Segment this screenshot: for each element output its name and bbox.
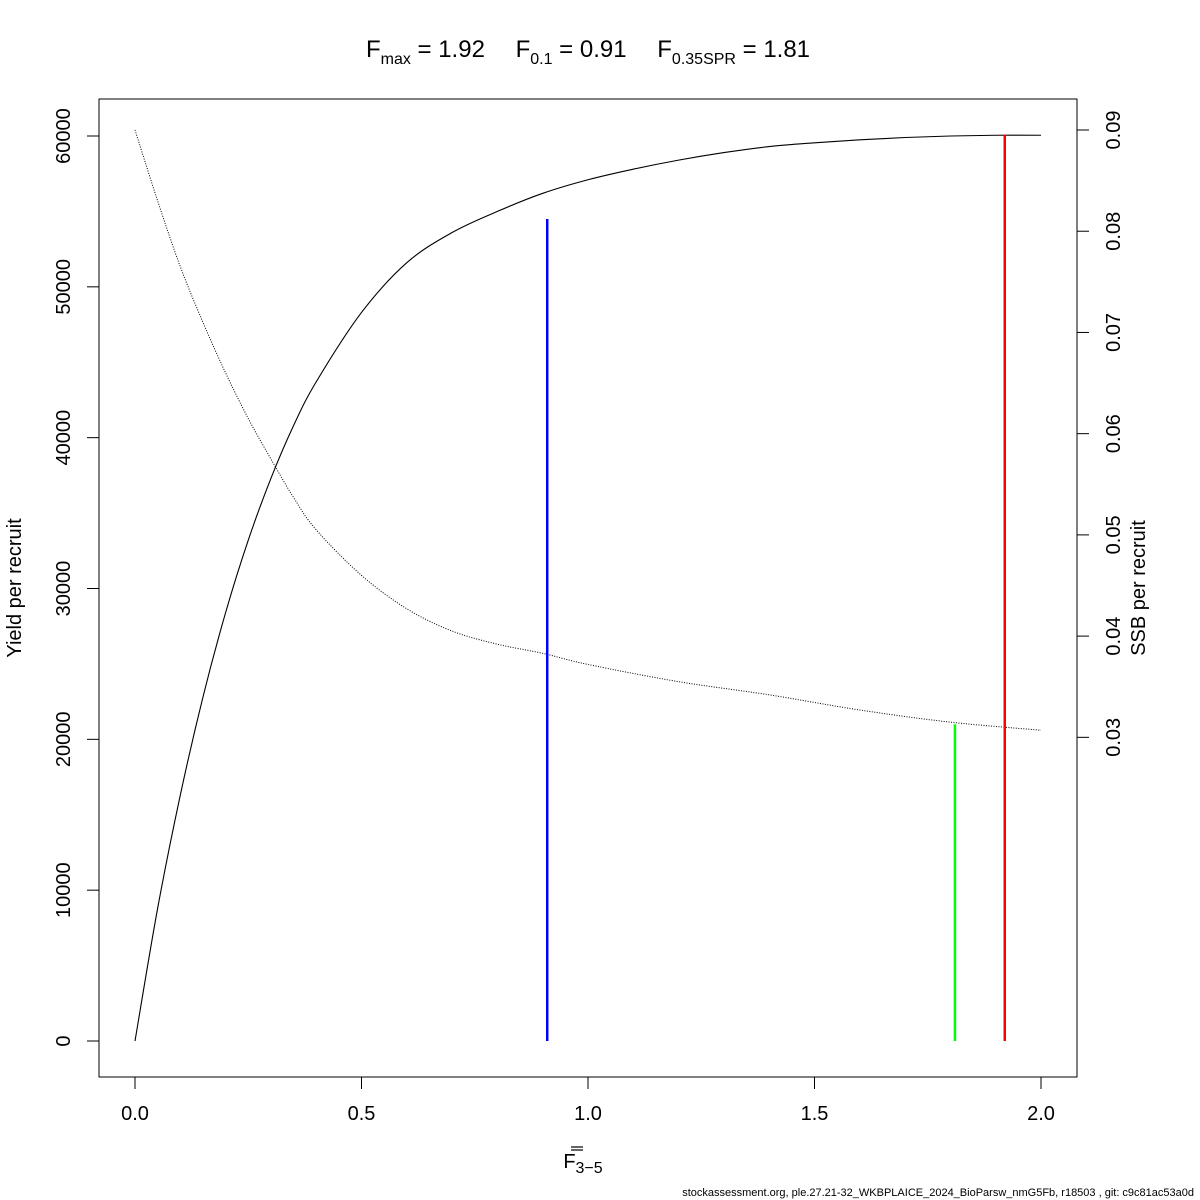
title-part-base: F xyxy=(366,36,381,63)
reference-lines-layer xyxy=(545,134,1007,1041)
title-part-base: F xyxy=(516,36,531,63)
title-part-value: = 1.92 xyxy=(411,36,485,63)
y-axis-left: 0 10000 20000 30000 40000 50000 60000 xyxy=(53,108,100,1047)
y-left-tick-label: 10000 xyxy=(53,862,75,918)
y-left-tick-label: 60000 xyxy=(53,108,75,164)
title-part-sub: max xyxy=(381,51,411,68)
y-axis-left-title: Yield per recruit xyxy=(4,518,26,658)
x-tick-label: 0.0 xyxy=(121,1103,149,1125)
x-tick-label: 0.5 xyxy=(348,1103,376,1125)
y-right-tick-label: 0.03 xyxy=(1103,718,1125,757)
y-left-tick-label: 50000 xyxy=(53,259,75,315)
y-right-tick-label: 0.09 xyxy=(1103,111,1125,150)
y-right-tick-label: 0.04 xyxy=(1103,617,1125,656)
x-axis-title: F3−5 xyxy=(563,1151,602,1177)
x-tick-label: 1.5 xyxy=(801,1103,829,1125)
x-axis-title-sub: 3−5 xyxy=(576,1160,603,1177)
y-right-tick-label: 0.06 xyxy=(1103,414,1125,453)
y-axis-right: 0.03 0.04 0.05 0.06 0.07 0.08 0.09 xyxy=(1076,111,1125,757)
x-tick-label: 2.0 xyxy=(1027,1103,1055,1125)
y-axis-right-title: SSB per recruit xyxy=(1128,520,1150,656)
series-layer xyxy=(134,129,1042,1042)
title-part-sub: 0.35SPR xyxy=(672,51,736,68)
title-part-base: F xyxy=(657,36,672,63)
title-gap xyxy=(627,36,658,63)
footer-note: stockassessment.org, ple.27.21-32_WKBPLA… xyxy=(682,1187,1194,1199)
y-right-tick-label: 0.08 xyxy=(1103,212,1125,251)
y-left-tick-label: 40000 xyxy=(53,410,75,466)
title-part-value: = 0.91 xyxy=(553,36,627,63)
y-left-tick-label: 30000 xyxy=(53,561,75,617)
y-left-tick-label: 0 xyxy=(53,1035,75,1046)
title-gap xyxy=(485,36,516,63)
x-axis-title-base: F xyxy=(563,1151,575,1173)
x-axis: 0.0 0.5 1.0 1.5 2.0 xyxy=(121,1076,1055,1125)
y-right-tick-label: 0.05 xyxy=(1103,515,1125,554)
y-left-tick-label: 20000 xyxy=(53,712,75,768)
title-part-sub: 0.1 xyxy=(530,51,552,68)
y-right-tick-label: 0.07 xyxy=(1103,313,1125,352)
yield-per-recruit-line xyxy=(134,134,1042,1042)
title-part-value: = 1.81 xyxy=(736,36,810,63)
chart-title: Fmax = 1.92 F0.1 = 0.91 F0.35SPR = 1.81 xyxy=(366,36,810,68)
ssb-per-recruit-line xyxy=(134,129,1042,731)
x-tick-label: 1.0 xyxy=(574,1103,602,1125)
